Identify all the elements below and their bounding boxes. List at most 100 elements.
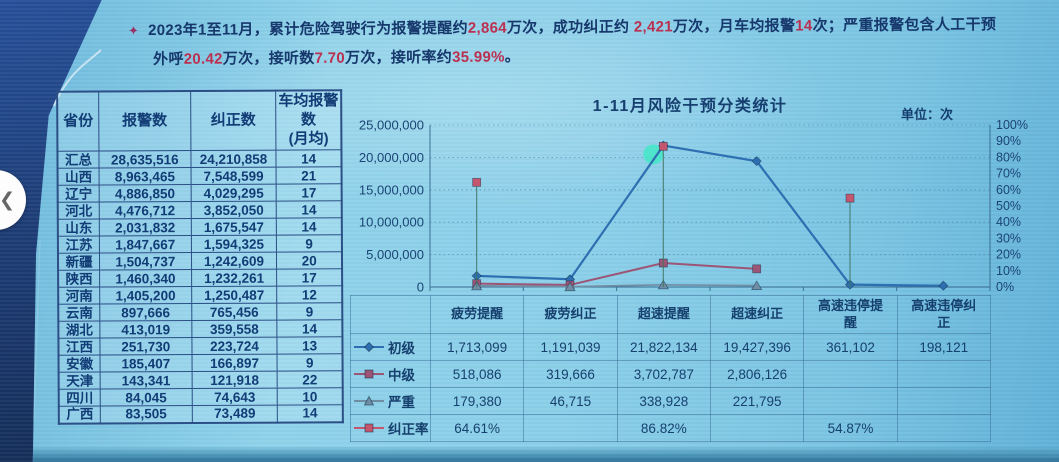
province-cell: 7,548,599 xyxy=(190,167,277,185)
province-cell: 汇总 xyxy=(57,151,100,169)
province-cell: 2,031,832 xyxy=(99,218,192,237)
province-cell: 223,724 xyxy=(191,337,278,355)
province-cell: 14 xyxy=(277,405,343,423)
series-value-cell: 64.61% xyxy=(429,414,525,442)
triangle-marker-icon xyxy=(750,280,763,290)
summary-segment: 2023年1至11月，累计危险驾驶行为报警提醒约 xyxy=(148,19,468,40)
province-cell: 251,730 xyxy=(99,337,192,356)
right-axis-label: 70% xyxy=(996,167,1021,181)
chart-data-table: 疲劳提醒 疲劳纠正 超速提醒 超速纠正 高速违停提 醒高速违停纠 正初级 1,713,09… xyxy=(350,295,991,442)
series-line xyxy=(476,144,944,287)
triangle-marker-icon xyxy=(564,281,576,292)
province-cell: 河北 xyxy=(57,202,100,220)
province-cell: 14 xyxy=(277,320,343,338)
category-header-cell: 疲劳纠正 xyxy=(523,295,618,334)
province-cell: 14 xyxy=(276,150,342,168)
series-name-cell: 严重 xyxy=(350,387,431,415)
series-value-cell: 518,086 xyxy=(429,360,525,388)
province-cell: 广西 xyxy=(58,406,101,424)
summary-segment: 14 xyxy=(795,17,813,35)
left-axis-label: 25,000,000 xyxy=(359,118,424,133)
province-cell: 143,341 xyxy=(100,371,192,390)
category-header-cell: 疲劳提醒 xyxy=(429,295,525,334)
province-cell: 4,476,712 xyxy=(99,201,191,220)
province-cell: 9 xyxy=(276,235,342,253)
table-row: 云南 897,666 765,456 9 xyxy=(58,303,343,322)
province-cell: 121,918 xyxy=(191,371,278,389)
left-axis-label: 0 xyxy=(417,280,424,295)
summary-segment: 20.42 xyxy=(183,50,223,68)
table-row: 安徽 185,407 166,897 9 xyxy=(58,354,343,373)
series-value-cell: 221,795 xyxy=(709,387,805,415)
province-cell: 166,897 xyxy=(191,354,278,372)
table-row: 辽宁 4,886,850 4,029,295 17 xyxy=(57,184,342,203)
series-value-cell: 179,380 xyxy=(429,387,525,415)
right-axis-label: 0% xyxy=(996,280,1014,294)
summary-segment: 万次，接听率约 xyxy=(344,48,453,67)
province-cell: 山西 xyxy=(57,168,100,186)
series-value-cell: 361,102 xyxy=(803,333,898,361)
diamond-marker-icon xyxy=(751,156,762,167)
province-cell: 359,558 xyxy=(191,320,278,338)
province-cell: 河南 xyxy=(58,287,100,305)
province-cell: 1,675,547 xyxy=(190,218,277,236)
series-value-cell: 198,121 xyxy=(896,333,991,361)
summary-segment: 2,864 xyxy=(467,19,507,37)
summary-segment: 2,421 xyxy=(633,18,673,36)
series-name-label: 严重 xyxy=(388,395,415,410)
screen-edge-scratch xyxy=(33,49,102,421)
province-cell: 413,019 xyxy=(99,320,192,339)
province-cell: 22 xyxy=(277,371,343,389)
diamond-marker-icon xyxy=(938,280,949,291)
series-name-label: 初级 xyxy=(388,341,415,356)
series-name-cell: 中级 xyxy=(350,360,431,388)
series-value-cell: 1,713,099 xyxy=(429,333,525,361)
table-row: 广西 83,505 73,489 14 xyxy=(58,405,343,424)
province-cell: 28,635,516 xyxy=(98,150,191,169)
series-value-cell xyxy=(523,414,618,442)
province-cell: 83,505 xyxy=(100,405,192,424)
province-cell: 1,242,609 xyxy=(191,252,277,270)
province-alarm-table: 省份 报警数 纠正数 车均报警数 (月均) 汇总 28,635,516 24,210,858… xyxy=(56,89,344,425)
series-value-cell xyxy=(803,360,898,388)
series-value-cell: 54.87% xyxy=(803,414,898,442)
diamond-bullet-icon: ✦ xyxy=(127,23,140,39)
series-value-cell: 2,806,126 xyxy=(709,360,805,388)
square-marker-icon xyxy=(845,193,855,203)
table-row: 江西 251,730 223,724 13 xyxy=(58,337,343,356)
table-row: 河南 1,405,200 1,250,487 12 xyxy=(58,286,343,305)
province-cell: 山东 xyxy=(57,219,100,237)
province-cell: 1,504,737 xyxy=(99,252,192,271)
province-cell: 4,886,850 xyxy=(99,184,191,203)
province-cell: 20 xyxy=(276,252,343,270)
series-value-cell: 1,191,039 xyxy=(523,333,618,361)
series-value-cell: 3,702,787 xyxy=(616,360,711,388)
table-row: 山西 8,963,465 7,548,599 21 xyxy=(57,167,342,186)
province-cell: 10 xyxy=(277,388,343,406)
province-cell: 17 xyxy=(276,184,342,202)
chart-unit-label: 单位：次 xyxy=(901,107,954,122)
summary-segment: 。 xyxy=(504,48,521,66)
series-name-cell: 纠正率 xyxy=(350,414,431,442)
province-cell: 897,666 xyxy=(99,303,192,322)
province-cell: 云南 xyxy=(58,304,100,322)
province-cell: 1,460,340 xyxy=(99,269,192,288)
table-row: 四川 84,045 74,643 10 xyxy=(58,388,343,407)
province-cell: 4,029,295 xyxy=(190,184,277,202)
diamond-legend-marker-icon xyxy=(354,341,384,353)
series-line xyxy=(476,261,757,286)
square-legend-marker-icon xyxy=(354,423,384,433)
series-line xyxy=(476,283,757,288)
table-row: 汇总 28,635,516 24,210,858 14 xyxy=(57,150,342,169)
province-cell: 14 xyxy=(276,218,342,236)
province-cell: 江西 xyxy=(58,338,101,356)
table-row: 陕西 1,460,340 1,232,261 17 xyxy=(58,269,343,288)
province-cell: 84,045 xyxy=(100,388,192,407)
series-value-cell xyxy=(709,414,805,442)
series-value-cell: 19,427,396 xyxy=(709,333,805,361)
risk-intervention-line-chart: 25,000,000 20,000,000 15,000,000 10,000,000… xyxy=(359,118,1028,295)
province-cell: 17 xyxy=(276,269,343,287)
province-cell: 21 xyxy=(276,167,342,185)
province-header-cell: 车均报警数 (月均) xyxy=(275,90,342,151)
